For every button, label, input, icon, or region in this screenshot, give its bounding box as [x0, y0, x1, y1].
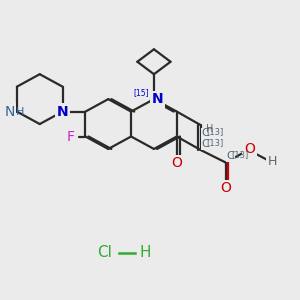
Text: H: H [140, 245, 152, 260]
Text: N: N [57, 105, 68, 118]
Text: H: H [206, 124, 213, 134]
Text: O: O [171, 157, 182, 170]
Text: Cl: Cl [97, 245, 112, 260]
Text: H: H [16, 106, 24, 117]
Text: O: O [220, 182, 231, 195]
Text: [13]: [13] [206, 127, 223, 136]
Text: N: N [152, 92, 164, 106]
Text: O: O [244, 142, 255, 156]
Text: [13]: [13] [231, 150, 248, 159]
Text: C: C [201, 139, 209, 149]
Text: [15]: [15] [133, 88, 149, 97]
Text: H: H [268, 155, 277, 168]
Text: F: F [67, 130, 75, 143]
Text: C: C [201, 128, 209, 138]
Text: N: N [4, 105, 15, 118]
Text: C: C [226, 152, 234, 161]
Text: [13]: [13] [206, 138, 223, 147]
